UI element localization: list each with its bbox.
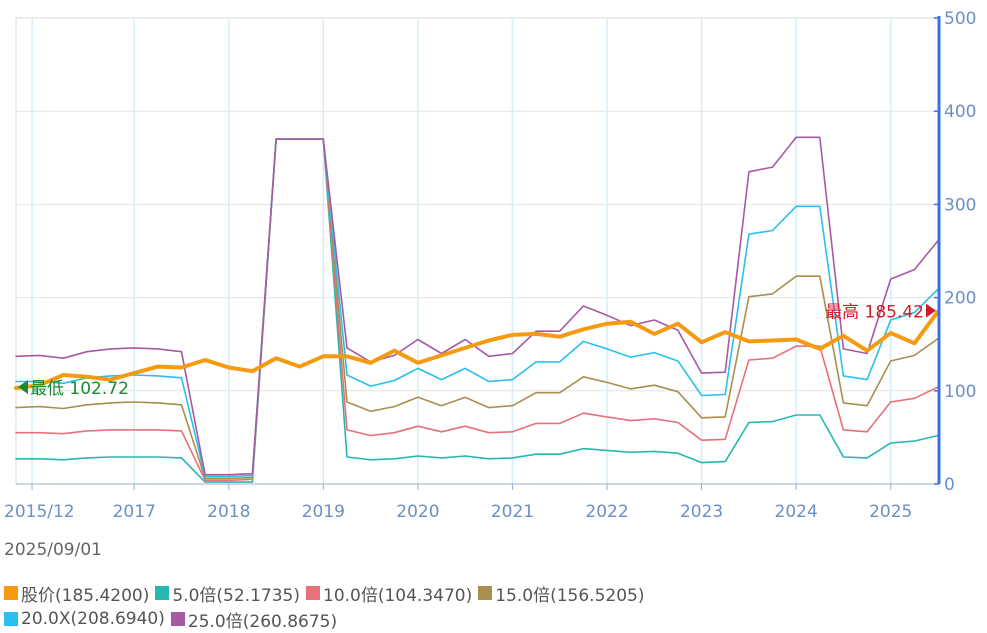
x-tick-label: 2025 <box>869 502 912 522</box>
x-tick-label: 2022 <box>585 502 628 522</box>
chart-date: 2025/09/01 <box>4 540 102 560</box>
x-tick-label: 2017 <box>113 502 156 522</box>
legend-swatch <box>4 612 18 626</box>
legend-swatch <box>155 586 170 600</box>
x-tick-label: 2015/12 <box>4 502 75 522</box>
series-line-10.0倍 <box>15 138 939 482</box>
x-tick-label: 2021 <box>491 502 534 522</box>
legend-item[interactable]: 20.0X(208.6940) <box>4 609 165 629</box>
legend-item[interactable]: 股价(185.4200) <box>4 581 149 606</box>
legend-item[interactable]: 15.0倍(156.5205) <box>478 581 644 606</box>
max-annotation: 最高 185.42 <box>825 303 924 323</box>
series-line-15.0倍 <box>15 138 939 480</box>
price-multiple-chart: 0 100 200 300 400 500 2015/12 2017 2018 2019 2020 2… <box>4 9 976 522</box>
plot-frame <box>15 17 939 485</box>
y-tick-label: 400 <box>944 102 976 122</box>
legend-row: 股价(185.4200) 5.0倍(52.1735) 10.0倍(104.3470)… <box>4 580 979 606</box>
x-tick-label: 2018 <box>207 502 250 522</box>
legend-row: 20.0X(208.6940) 25.0倍(260.8675) <box>4 606 979 632</box>
legend-swatch <box>4 586 18 600</box>
y-tick-label: 0 <box>944 475 955 495</box>
x-tick-label: 2019 <box>302 502 345 522</box>
min-annotation: 最低 102.72 <box>30 379 129 399</box>
max-marker-arrow <box>926 303 936 318</box>
series-line-5.0倍 <box>15 138 939 483</box>
x-tick-label: 2024 <box>775 502 818 522</box>
x-tick-label: 2023 <box>680 502 723 522</box>
min-marker-arrow <box>18 380 28 395</box>
legend-label: 10.0倍(104.3470) <box>323 585 473 606</box>
y-tick-label: 100 <box>944 382 976 402</box>
legend-label: 20.0X(208.6940) <box>21 609 165 629</box>
legend-item[interactable]: 5.0倍(52.1735) <box>155 581 300 606</box>
grid <box>15 17 939 485</box>
y-tick-label: 200 <box>944 289 976 309</box>
series-line-price <box>14 309 940 390</box>
legend-label: 25.0倍(260.8675) <box>187 611 338 632</box>
y-tick-label: 500 <box>944 9 976 29</box>
legend-item[interactable]: 25.0倍(260.8675) <box>170 607 338 632</box>
legend-swatch <box>170 612 185 626</box>
legend-swatch <box>306 586 320 600</box>
legend-item[interactable]: 10.0倍(104.3470) <box>306 581 472 606</box>
legend: 股价(185.4200) 5.0倍(52.1735) 10.0倍(104.3470)… <box>4 580 979 632</box>
legend-label: 股价(185.4200) <box>21 585 150 606</box>
axes: 0 100 200 300 400 500 2015/12 2017 2018 2019 2020 2… <box>4 9 976 522</box>
legend-label: 5.0倍(52.1735) <box>172 585 300 606</box>
legend-label: 15.0倍(156.5205) <box>495 585 645 606</box>
series-line-20.0X <box>15 138 939 478</box>
annotations: 最低 102.72 最高 185.42 <box>18 303 936 399</box>
x-tick-label: 2020 <box>396 502 439 522</box>
legend-swatch <box>478 586 493 600</box>
series-line-25.0倍 <box>15 136 939 476</box>
y-tick-label: 300 <box>944 195 976 215</box>
series-lines <box>14 136 940 483</box>
